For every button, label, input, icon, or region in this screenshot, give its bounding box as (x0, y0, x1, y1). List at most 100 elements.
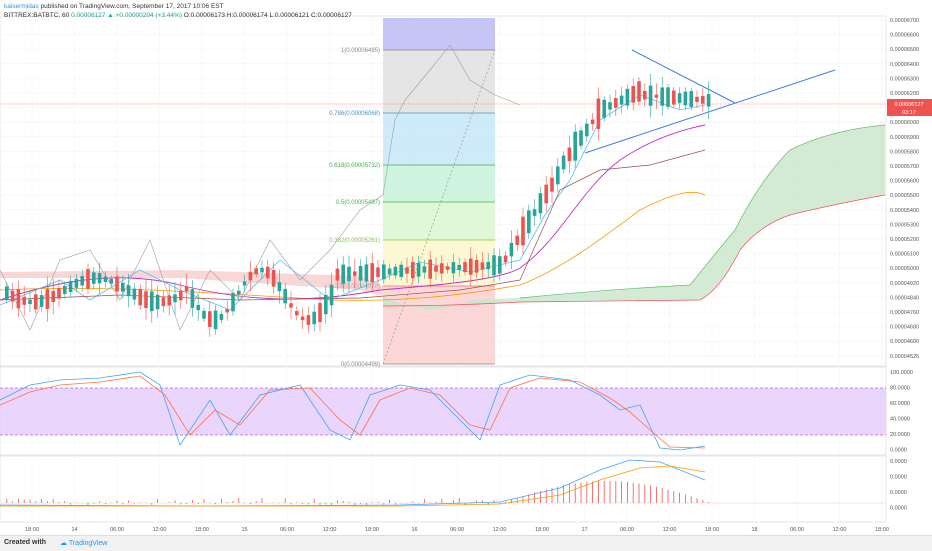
candle-body (248, 271, 253, 281)
candle-body (660, 87, 664, 106)
candle-body (283, 288, 287, 304)
macd-tick-label: 0.0000 (890, 459, 907, 465)
chart-canvas[interactable]: 1(0.00006495) 0.786(0.00006068) 0.618(0.00… (0, 0, 932, 535)
candle-body (318, 302, 322, 323)
candlesticks[interactable] (5, 73, 711, 337)
candle-body (480, 262, 485, 270)
candle-body (74, 278, 79, 288)
main-pane[interactable] (0, 15, 887, 367)
candle-body (538, 193, 543, 214)
macd-line (0, 459, 706, 507)
candle-body (358, 265, 363, 281)
candle-body (596, 98, 601, 129)
symbol-name[interactable]: BITTREX:BATBTC, 60 (4, 12, 70, 19)
candle-body (196, 304, 200, 311)
price-tick-label: 0.00006000 (890, 120, 919, 126)
time-tick-label: 12:00 (493, 527, 507, 533)
author-link[interactable]: kaisermidas (4, 3, 39, 10)
candle-body (51, 290, 55, 302)
stoch-d-line (0, 375, 706, 449)
tradingview-logo-icon[interactable]: ☁ TradingView (60, 540, 108, 547)
ichimoku-cloud (0, 124, 886, 310)
candle-body (16, 289, 21, 309)
macd-tick-label: 0.0000 (890, 506, 907, 512)
created-with-label: Created with (4, 539, 47, 546)
macd-pane[interactable] (0, 455, 887, 523)
candle-body (527, 210, 531, 234)
fib-retracement[interactable]: 1(0.00006495) 0.786(0.00006068) 0.618(0.00… (329, 18, 496, 368)
time-tick-label: 06:00 (450, 527, 464, 533)
candle-body (190, 289, 195, 308)
chart-header: kaisermidas published on TradingView.com… (4, 2, 352, 20)
fib-zone (383, 50, 495, 113)
candle-body (515, 235, 519, 246)
price-tick-label: 0.00005200 (890, 237, 919, 243)
time-tick-label: 12:00 (153, 527, 167, 533)
axes: 0.00006700 0.00006600 0.00006500 0.00006400… (25, 18, 919, 533)
candle-body (86, 269, 90, 289)
price-tick-label: 0.00004760 (890, 310, 919, 316)
candle-body (428, 259, 432, 279)
time-tick-label: 06:00 (620, 527, 634, 533)
candle-body (242, 281, 247, 286)
time-tick-label: 18:00 (195, 527, 209, 533)
candle-body (492, 255, 496, 276)
time-tick-label: 15 (241, 527, 247, 533)
candle-body (306, 315, 311, 325)
candle-body (683, 91, 688, 106)
candle-body (34, 294, 38, 310)
time-tick-label: 18:00 (875, 527, 889, 533)
candle-body (556, 166, 560, 185)
candle-body (550, 177, 554, 192)
candle-body (614, 98, 618, 108)
candle-body (637, 81, 641, 102)
price-change: +0.00000204 (+3.44%) (115, 12, 182, 19)
candle-body (590, 119, 595, 125)
candle-body (422, 266, 427, 273)
candle-body (341, 264, 345, 285)
candle-body (68, 280, 73, 292)
candle-body (648, 85, 653, 106)
candle-body (208, 311, 212, 327)
candle-body (277, 282, 282, 292)
time-tick-label: 12:00 (833, 527, 847, 533)
candle-body (300, 316, 305, 321)
candle-body (695, 96, 699, 103)
time-tick-label: 18:00 (365, 527, 379, 533)
time-tick-label: 06:00 (280, 527, 294, 533)
fib-level-label: 0.786(0.00006068) (329, 111, 380, 117)
stoch-k-line (0, 371, 706, 451)
candle-body (602, 99, 606, 118)
candle-body (393, 266, 398, 276)
candle-body (335, 268, 340, 281)
candle-body (254, 268, 258, 275)
brand-name: TradingView (68, 540, 108, 547)
ma-purple (0, 124, 706, 301)
candle-body (625, 88, 630, 106)
candle-body (364, 264, 369, 282)
candle-body (260, 267, 264, 273)
fib-level-label: 0.618(0.00005732) (329, 163, 380, 169)
candle-body (561, 155, 566, 170)
price-tick-label: 0.00006400 (890, 62, 919, 68)
candle-body (532, 209, 537, 216)
price-tick-label: 0.00006300 (890, 76, 919, 82)
candle-body (474, 259, 479, 273)
time-tick-label: 06:00 (790, 527, 804, 533)
fib-zone (383, 286, 495, 364)
candle-body (5, 286, 9, 300)
ohlc-values: O:0.00006173 H:0.00006174 L:0.00006121 C… (183, 12, 352, 19)
candle-body (347, 266, 351, 282)
ma-orange (0, 191, 706, 301)
candle-body (126, 285, 131, 297)
price-tick-label: 0.00006600 (890, 33, 919, 39)
candle-body (376, 267, 380, 278)
stochastic-rsi (0, 371, 886, 451)
price-tick-label: 0.00005000 (890, 266, 919, 272)
trendline-drawings[interactable] (584, 49, 836, 154)
fib-trend-line (382, 49, 496, 365)
candle-body (92, 272, 96, 284)
macd-tick-label: 0.0000 (890, 475, 907, 481)
price-tick-label: 0.00004600 (890, 339, 919, 345)
price-tick-label: 0.00005500 (890, 193, 919, 199)
